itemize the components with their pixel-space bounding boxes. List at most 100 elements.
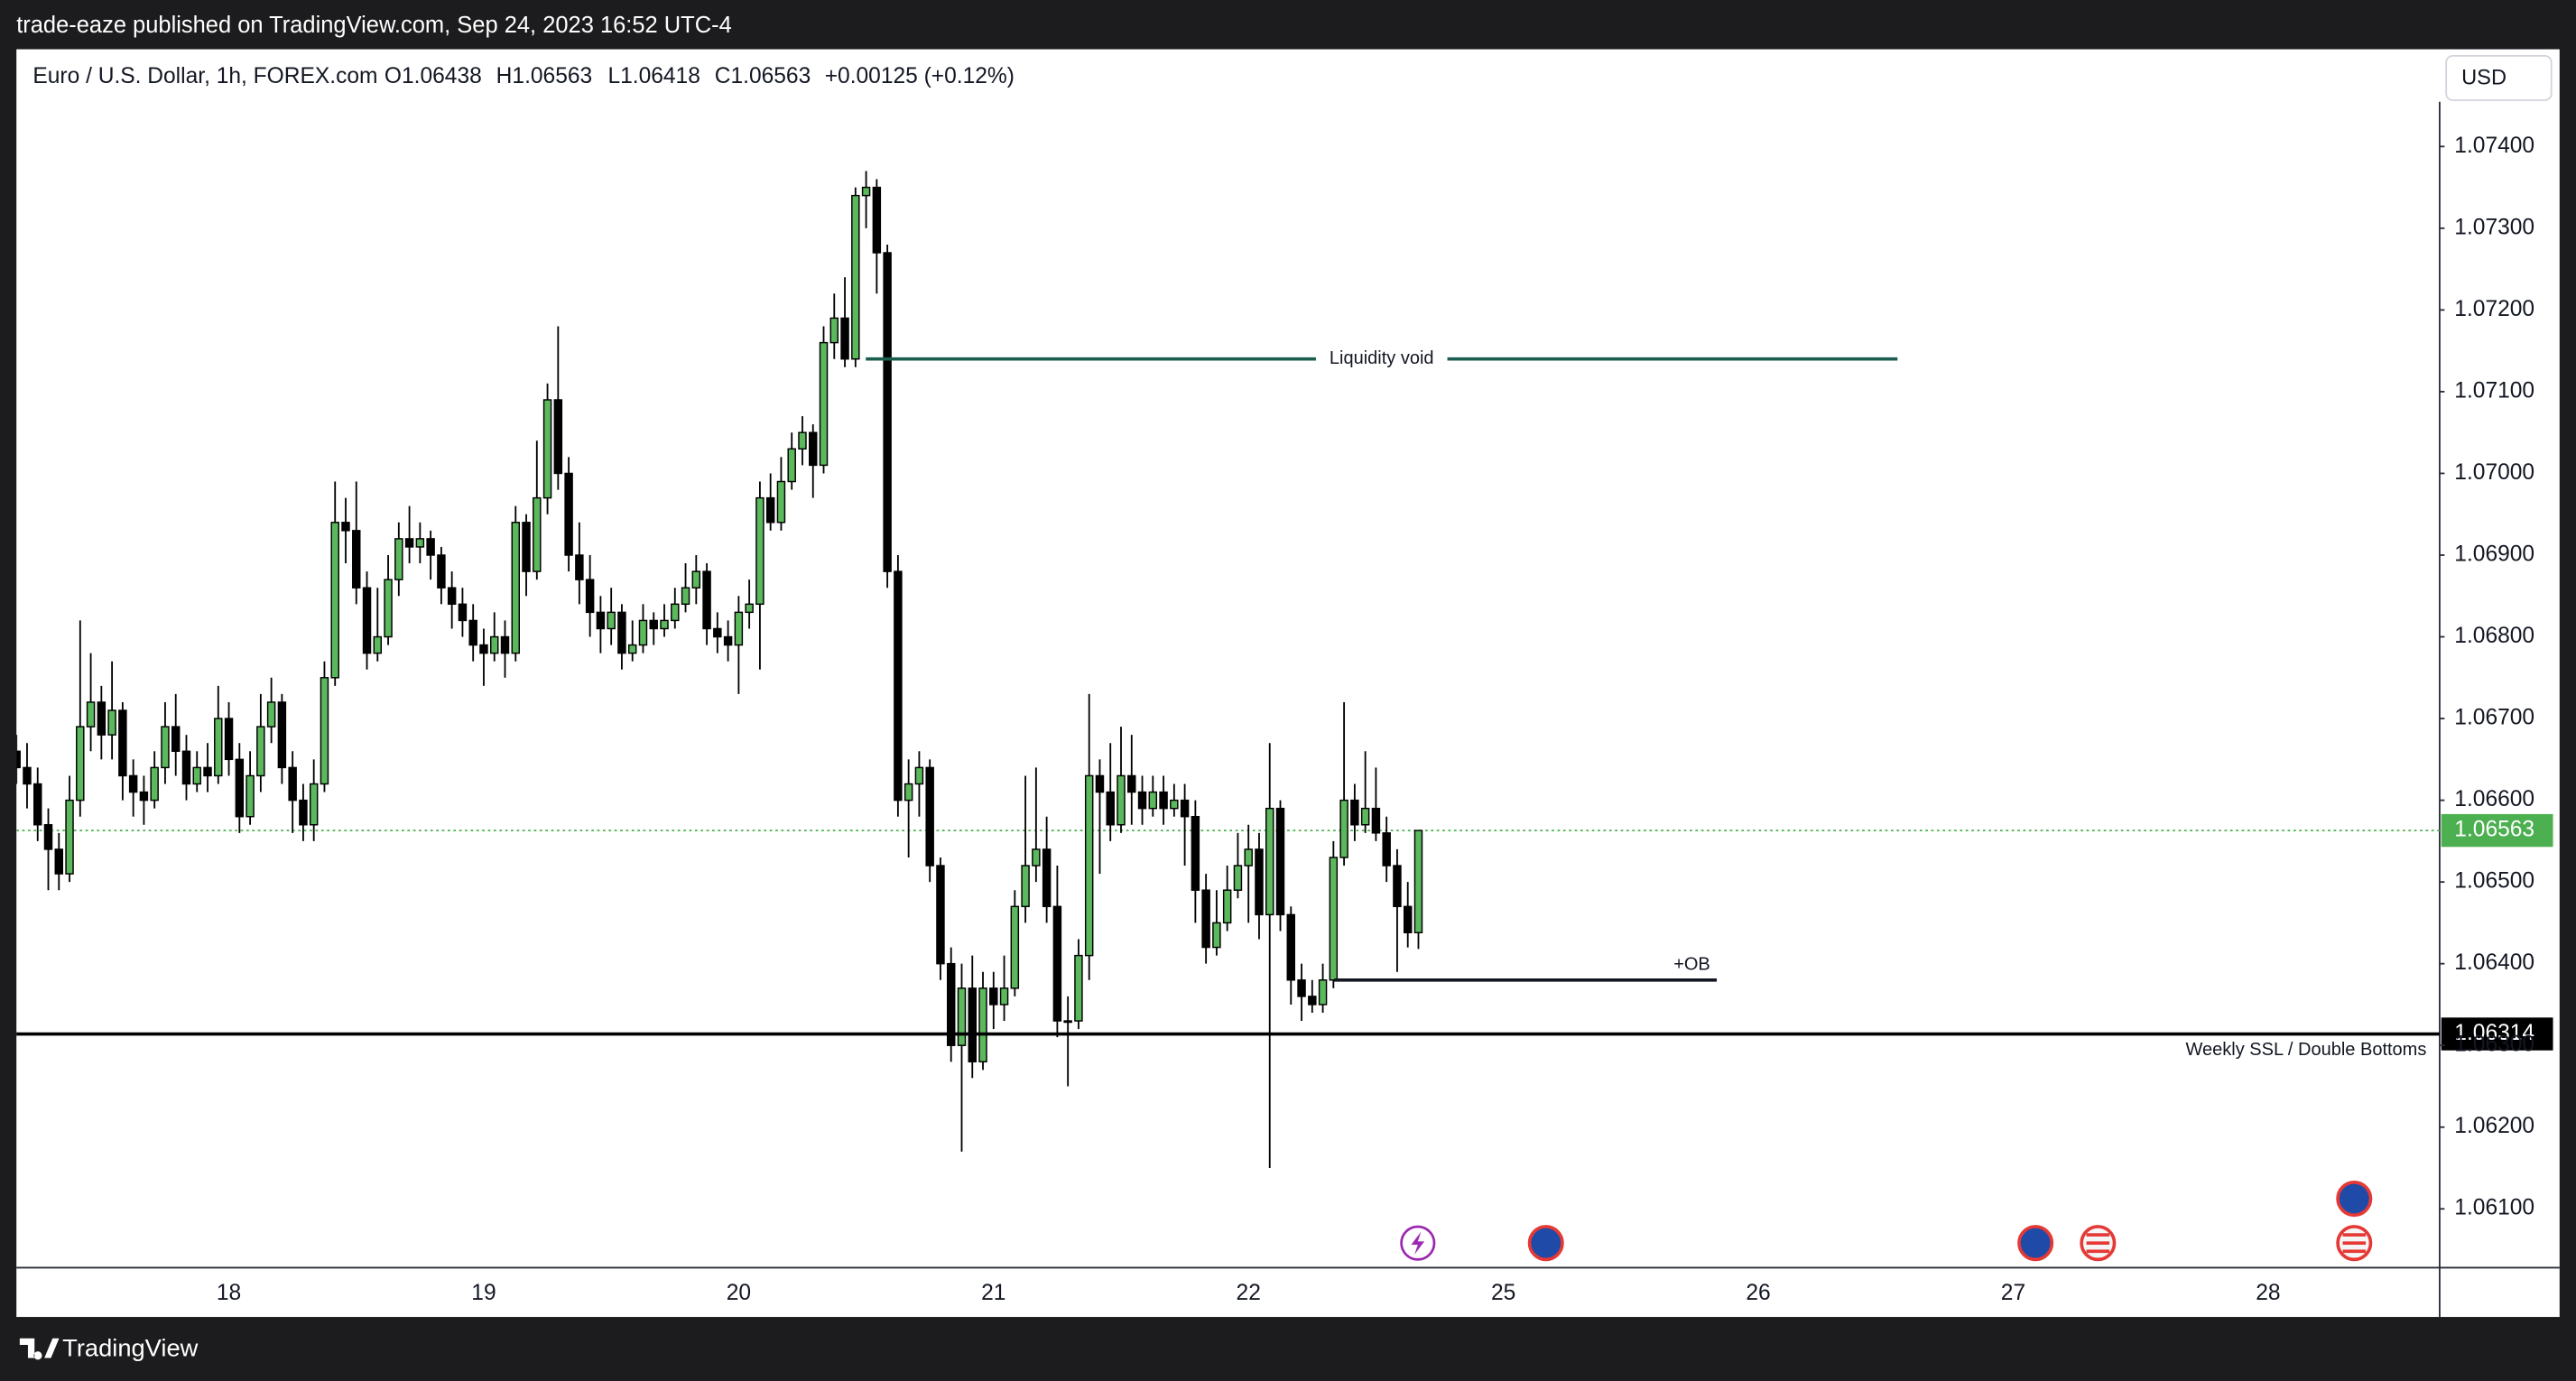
candle-body xyxy=(1413,830,1423,933)
candle-body xyxy=(43,824,53,850)
candle-body xyxy=(181,750,191,785)
candle-body xyxy=(479,644,488,654)
candle-body xyxy=(1255,848,1264,916)
candle-body xyxy=(1339,799,1348,858)
y-tick-label: 1.06400 xyxy=(2454,950,2534,975)
candle-body xyxy=(1350,799,1359,826)
y-tick-label: 1.06800 xyxy=(2454,624,2534,648)
candle-body xyxy=(1180,799,1190,818)
x-tick-label: 22 xyxy=(1237,1281,1261,1305)
candle-body xyxy=(489,635,499,654)
candle-body xyxy=(1106,791,1115,826)
candle-body xyxy=(894,570,903,802)
candle-body xyxy=(33,783,42,826)
candle-body xyxy=(266,701,276,728)
candle-body xyxy=(522,522,531,572)
flag-stripe xyxy=(2086,1249,2110,1254)
candle-body xyxy=(362,587,372,654)
candle-body xyxy=(1371,807,1381,834)
candle-body xyxy=(161,726,170,769)
candle-body xyxy=(107,709,116,736)
flag-stripe xyxy=(2342,1249,2367,1254)
y-tick-label: 1.06300 xyxy=(2454,1033,2534,1057)
candle-body xyxy=(1286,913,1296,981)
candle-body xyxy=(607,611,616,630)
ohlc-label: H1.06563 xyxy=(496,64,592,88)
candle-body xyxy=(256,726,265,777)
candle-body xyxy=(713,627,722,638)
candle-body xyxy=(373,635,383,654)
candle-body xyxy=(925,766,934,867)
candle-body xyxy=(139,791,149,802)
symbol-header: Euro / U.S. Dollar, 1h, FOREX.com O1.064… xyxy=(32,64,1015,88)
candle-body xyxy=(1084,774,1094,957)
candle-body xyxy=(723,635,733,646)
candle-body xyxy=(1063,1020,1072,1024)
candle-body xyxy=(533,496,542,572)
candle-body xyxy=(840,317,849,360)
flag-stripe xyxy=(2086,1233,2110,1237)
candle-body xyxy=(1095,774,1105,793)
candle-body xyxy=(1117,774,1126,826)
candle-body xyxy=(755,496,764,606)
plot-area xyxy=(16,171,2440,1169)
candle-body xyxy=(320,677,329,785)
candle-body xyxy=(128,774,138,793)
candle-body xyxy=(745,603,754,614)
candle-body xyxy=(1137,791,1147,810)
candle-body xyxy=(1042,848,1052,908)
level-price-label: 1.06314 xyxy=(2454,1021,2534,1045)
candle-body xyxy=(1222,889,1232,924)
candle-body xyxy=(426,538,435,556)
level-label: +OB xyxy=(1673,955,1710,975)
candle-body xyxy=(54,848,64,875)
y-tick-label: 1.06500 xyxy=(2454,869,2534,894)
candle-body xyxy=(341,522,350,532)
candle-body xyxy=(1393,865,1402,908)
x-tick-label: 18 xyxy=(217,1281,241,1305)
candle-body xyxy=(1275,807,1285,916)
candle-body xyxy=(1170,799,1179,810)
currency-label[interactable]: USD xyxy=(2461,67,2507,90)
candle-body xyxy=(585,579,595,614)
level-label: Liquidity void xyxy=(1330,348,1434,368)
x-tick-label: 25 xyxy=(1491,1281,1515,1305)
candle-body xyxy=(809,431,818,467)
eu-event-icon[interactable] xyxy=(1527,1225,1564,1262)
candle-body xyxy=(978,987,987,1063)
candle-body xyxy=(1052,905,1062,1022)
candle-body xyxy=(246,774,255,818)
candle-body xyxy=(872,186,882,254)
candle-body xyxy=(575,554,584,580)
candle-body xyxy=(1308,996,1317,1006)
candle-body xyxy=(97,701,107,736)
currency-button[interactable] xyxy=(2445,54,2553,101)
candle-body xyxy=(1074,954,1083,1022)
candle-body xyxy=(1021,865,1030,908)
y-tick-label: 1.07000 xyxy=(2454,460,2534,485)
candle-body xyxy=(1403,905,1413,933)
candle-body xyxy=(192,766,201,785)
candle-body xyxy=(765,496,775,524)
y-tick-label: 1.06100 xyxy=(2454,1196,2534,1220)
event-icons xyxy=(1400,1181,2373,1262)
last-price-tag xyxy=(2441,813,2553,848)
candle-body xyxy=(627,644,637,654)
candle-body xyxy=(1382,832,1391,867)
candle-body xyxy=(1212,922,1221,949)
candle-body xyxy=(118,709,127,777)
candle-body xyxy=(1360,807,1370,826)
candle-body xyxy=(702,570,711,630)
candle-body xyxy=(352,530,361,589)
candle-body xyxy=(500,635,510,654)
candle-body xyxy=(542,399,552,499)
eu-event-icon[interactable] xyxy=(2017,1225,2054,1262)
candle-body xyxy=(1148,791,1158,810)
eu-event-icon[interactable] xyxy=(2336,1181,2373,1218)
change-label: +0.00125 (+0.12%) xyxy=(825,64,1015,88)
candle-body xyxy=(776,480,786,524)
candle-body xyxy=(798,431,807,450)
candle-body xyxy=(829,317,839,344)
candle-body xyxy=(989,987,998,1006)
